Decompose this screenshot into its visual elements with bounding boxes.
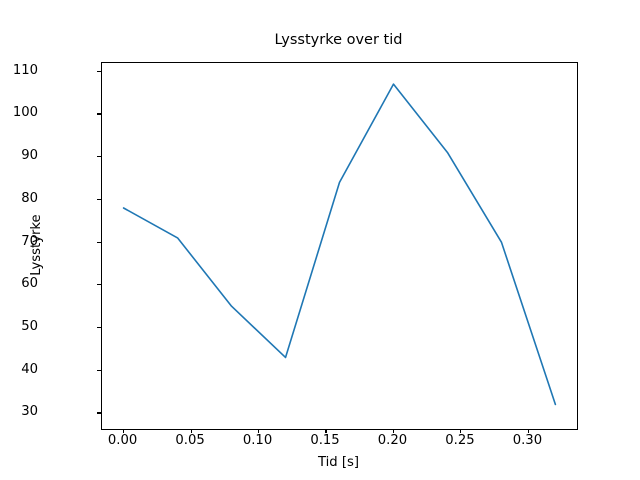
y-tick-mark: [97, 113, 101, 115]
y-tick-label: 30: [21, 404, 38, 420]
x-tick-mark: [257, 429, 260, 433]
data-series-line: [122, 83, 557, 406]
x-tick-label: 0.20: [377, 433, 408, 448]
y-tick-mark: [97, 412, 101, 414]
x-axis-label: Tid [s]: [317, 455, 360, 470]
x-tick-mark: [123, 429, 125, 433]
y-tick-label: 100: [12, 105, 38, 121]
line-plot-svg: [122, 83, 557, 406]
x-tick-mark: [527, 429, 529, 433]
y-tick-label: 40: [21, 361, 38, 377]
y-tick-label: 60: [21, 276, 38, 292]
y-tick-mark: [97, 327, 101, 329]
y-tick-mark: [97, 156, 101, 158]
y-tick-label: 80: [21, 190, 38, 206]
y-tick-label: 110: [12, 62, 38, 78]
x-tick-label: 0.05: [175, 433, 205, 448]
x-tick-mark: [460, 429, 462, 433]
plot-axes: [97, 62, 578, 433]
x-tick-label: 0.15: [310, 433, 340, 448]
y-tick-label: 90: [21, 148, 38, 164]
y-tick-mark: [97, 241, 101, 243]
y-tick-mark: [97, 284, 101, 286]
y-tick-label: 70: [21, 233, 38, 249]
x-tick-mark: [325, 429, 327, 433]
x-tick-label: 0.10: [242, 433, 273, 448]
chart-title: Lysstyrke over tid: [274, 32, 403, 48]
x-tick-label: 0.30: [512, 433, 543, 448]
x-tick-mark: [392, 429, 395, 433]
y-tick-mark: [97, 369, 101, 371]
y-tick-mark: [97, 70, 101, 72]
y-tick-mark: [97, 198, 101, 200]
y-tick-label: 50: [21, 318, 38, 334]
x-tick-label: 0.00: [107, 433, 138, 448]
x-tick-mark: [190, 429, 192, 433]
x-tick-label: 0.25: [445, 433, 475, 448]
